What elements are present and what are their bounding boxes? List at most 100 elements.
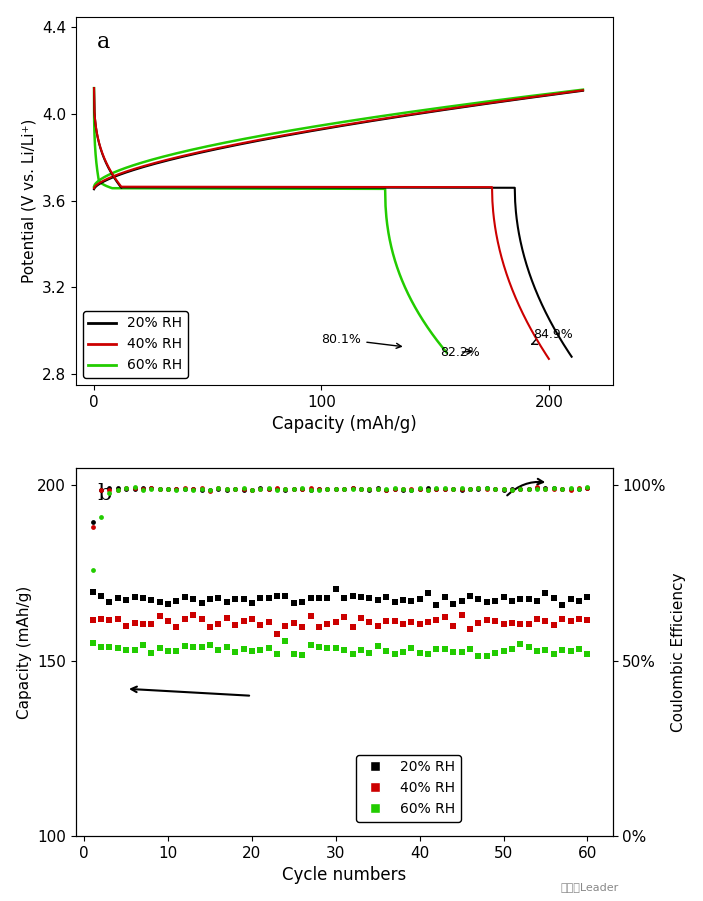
Point (472, 615, 484, 630)
Point (347, 481, 359, 496)
Point (87, 585, 98, 599)
Point (188, 592, 199, 606)
Point (481, 481, 492, 496)
Point (423, 614, 434, 629)
Point (280, 481, 291, 496)
Point (87, 520, 98, 534)
Point (263, 615, 274, 630)
Point (397, 593, 408, 607)
Point (179, 482, 191, 496)
Point (179, 480, 191, 495)
Point (129, 590, 140, 605)
Point (112, 483, 123, 497)
Point (179, 612, 191, 626)
Point (271, 482, 283, 496)
Point (548, 617, 560, 632)
Point (574, 642, 585, 656)
Point (531, 643, 543, 658)
Point (456, 482, 467, 496)
Point (322, 641, 333, 655)
Point (397, 617, 408, 632)
Point (372, 618, 383, 633)
Point (389, 481, 400, 496)
Point (238, 614, 249, 628)
Point (489, 482, 501, 496)
Point (246, 596, 257, 610)
Point (372, 481, 383, 496)
Point (288, 647, 299, 661)
Point (448, 482, 459, 496)
Point (146, 481, 157, 496)
Point (213, 591, 224, 605)
Point (96, 612, 107, 626)
Point (363, 482, 375, 496)
Point (120, 643, 131, 658)
Point (171, 482, 182, 496)
Point (481, 613, 492, 627)
Point (129, 480, 140, 495)
Point (515, 482, 526, 496)
Point (523, 592, 534, 606)
Point (472, 480, 484, 495)
Point (406, 482, 417, 496)
Point (515, 592, 526, 606)
Point (271, 589, 283, 604)
Point (179, 482, 191, 496)
Point (372, 482, 383, 496)
Point (472, 481, 484, 496)
Point (238, 481, 249, 496)
Point (523, 482, 534, 496)
Point (322, 591, 333, 605)
Point (506, 594, 517, 608)
Point (297, 648, 308, 662)
Point (137, 480, 148, 495)
Point (515, 637, 526, 651)
Point (162, 596, 174, 611)
Point (137, 482, 148, 496)
Point (363, 614, 375, 629)
Point (465, 481, 476, 496)
Point (314, 481, 325, 496)
Point (314, 591, 325, 605)
Point (389, 481, 400, 496)
Point (397, 481, 408, 496)
Point (363, 646, 375, 660)
Point (305, 481, 316, 496)
Point (120, 593, 131, 607)
Point (254, 591, 266, 605)
Point (557, 612, 568, 626)
Point (355, 482, 366, 496)
Point (389, 595, 400, 609)
Point (129, 616, 140, 631)
Point (380, 643, 392, 658)
Point (288, 596, 299, 611)
Point (221, 482, 233, 496)
Point (448, 619, 459, 633)
Point (531, 612, 543, 626)
Point (205, 620, 216, 634)
Point (582, 590, 593, 605)
Point (297, 481, 308, 496)
Point (439, 482, 451, 496)
Point (104, 596, 115, 610)
Point (389, 480, 400, 495)
Point (481, 480, 492, 495)
Point (129, 481, 140, 496)
Point (205, 483, 216, 497)
Point (297, 595, 308, 609)
Point (557, 482, 568, 496)
Point (472, 649, 484, 663)
Point (574, 594, 585, 608)
Point (154, 482, 165, 496)
Text: a: a (97, 32, 110, 53)
Point (213, 482, 224, 496)
Point (465, 589, 476, 604)
Point (355, 642, 366, 657)
Legend: 20% RH, 40% RH, 60% RH: 20% RH, 40% RH, 60% RH (83, 311, 188, 378)
Point (221, 640, 233, 654)
Point (322, 616, 333, 631)
Point (196, 480, 207, 495)
Point (297, 482, 308, 496)
Point (246, 483, 257, 497)
Point (489, 614, 501, 628)
